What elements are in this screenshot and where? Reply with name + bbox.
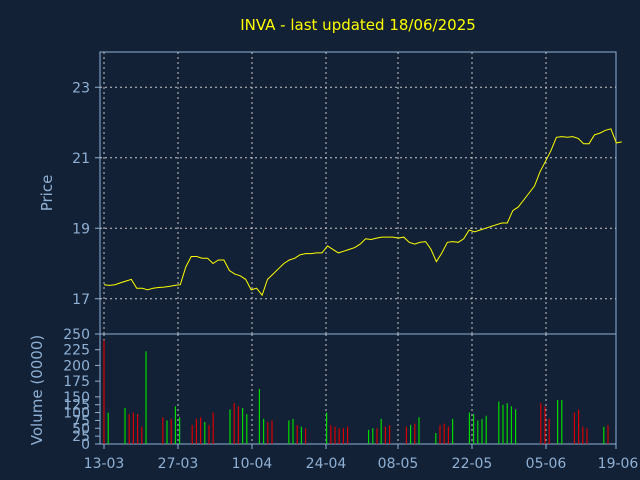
price-grid — [100, 52, 616, 334]
x-axis-ticks: 13-03 27-03 10-04 24-04 08-05 22-05 05-06 19-06 — [84, 444, 639, 472]
x-tick-label: 08-05 — [378, 456, 419, 472]
price-y-tick-label: 23 — [72, 80, 90, 96]
volume-plot-frame — [99, 333, 617, 445]
volume-y-tick-label: 225 — [63, 343, 90, 359]
x-tick-label: 10-04 — [232, 456, 273, 472]
x-tick-label: 24-04 — [306, 456, 347, 472]
volume-y-tick-label: 125 — [63, 398, 90, 414]
price-y-tick-label: 19 — [72, 221, 90, 237]
chart-title: INVA - last updated 18/06/2025 — [240, 16, 476, 34]
volume-y-tick-label: 75 — [72, 413, 90, 429]
price-series-line — [103, 128, 622, 297]
volume-y-tick-label: 150 — [63, 390, 90, 406]
x-tick-label: 19-06 — [598, 456, 639, 472]
volume-y-tick-label: 200 — [63, 358, 90, 374]
price-plot-frame — [99, 51, 617, 335]
volume-y-tick-label: 0 — [81, 437, 90, 453]
price-panel: 17 19 21 23 Price — [38, 51, 622, 335]
x-tick-label: 13-03 — [84, 456, 125, 472]
price-y-tick-label: 17 — [72, 292, 90, 308]
volume-y-tick-label: 100 — [63, 406, 90, 422]
volume-y-tick-label: 25 — [72, 429, 90, 445]
price-y-tick-label: 21 — [72, 151, 90, 167]
x-tick-label: 05-06 — [526, 456, 567, 472]
volume-grid — [103, 334, 547, 444]
x-tick-label: 27-03 — [158, 456, 199, 472]
price-y-axis-label: Price — [38, 175, 56, 212]
volume-bars — [103, 340, 609, 444]
volume-y-tick-label: 175 — [63, 374, 90, 390]
volume-y-axis-label: Volume (0000) — [28, 335, 46, 445]
x-tick-label: 22-05 — [452, 456, 493, 472]
volume-y-tick-label: 250 — [63, 327, 90, 343]
price-y-ticks: 17 19 21 23 — [72, 80, 100, 308]
volume-y-tick-label: 50 — [72, 421, 90, 437]
